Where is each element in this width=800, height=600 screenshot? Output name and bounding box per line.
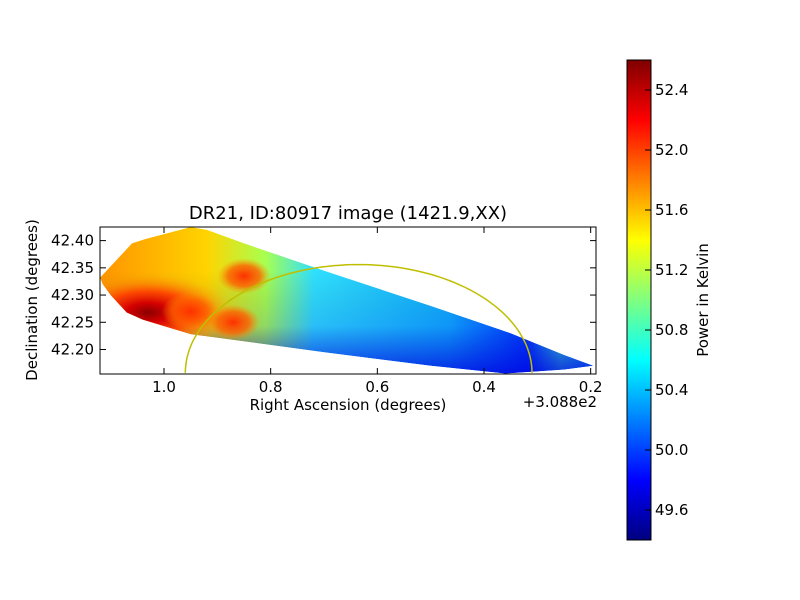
- colorbar-tick-label-1: 49.6: [655, 501, 688, 519]
- plot-area: [100, 227, 594, 374]
- x-tick-label-1: 1.0: [152, 378, 176, 396]
- x-tick-label-4: 0.4: [472, 378, 496, 396]
- y-tick-label-2: 42.25: [51, 313, 94, 331]
- y-tick-label-5: 42.40: [51, 232, 94, 250]
- colorbar-tick-label-2: 50.0: [655, 441, 688, 459]
- colorbar-tick-label-6: 51.6: [655, 201, 688, 219]
- colorbar-label: Power in Kelvin: [694, 243, 712, 357]
- x-axis-ticks: 1.0 0.8 0.6 0.4 0.2: [152, 227, 603, 396]
- colorbar: 49.6 50.0 50.4 50.8 51.2 51.6 52.0 52.4 Power i…: [626, 59, 712, 541]
- colorbar-tick-label-7: 52.0: [655, 141, 688, 159]
- annotation-circle: [184, 263, 533, 373]
- colorbar-ticks: 49.6 50.0 50.4 50.8 51.2 51.6 52.0 52.4: [645, 81, 688, 519]
- emission-peak-4: [217, 258, 271, 294]
- x-tick-label-3: 0.6: [365, 378, 389, 396]
- y-axis-ticks: 42.20 42.25 42.30 42.35 42.40: [51, 232, 596, 359]
- emission-peak-2: [161, 292, 220, 331]
- x-axis-offset: +3.088e2: [523, 393, 597, 411]
- emission-peak-3: [206, 304, 260, 341]
- colorbar-tick-label-3: 50.4: [655, 381, 688, 399]
- colorbar-tick-label-5: 51.2: [655, 261, 688, 279]
- plot-frame: [99, 226, 597, 375]
- y-tick-label-1: 42.20: [51, 341, 94, 359]
- colorbar-tick-label-8: 52.4: [655, 81, 688, 99]
- chart-title: DR21, ID:80917 image (1421.9,XX): [189, 203, 507, 224]
- colorbar-gradient: [626, 59, 652, 541]
- colorbar-tick-label-4: 50.8: [655, 321, 688, 339]
- y-tick-label-3: 42.30: [51, 286, 94, 304]
- y-tick-label-4: 42.35: [51, 259, 94, 277]
- x-tick-label-5: 0.2: [579, 378, 603, 396]
- x-axis-label: Right Ascension (degrees): [250, 396, 447, 414]
- intensity-map: [100, 227, 594, 374]
- y-axis-label: Declination (degrees): [23, 219, 41, 381]
- x-tick-label-2: 0.8: [259, 378, 283, 396]
